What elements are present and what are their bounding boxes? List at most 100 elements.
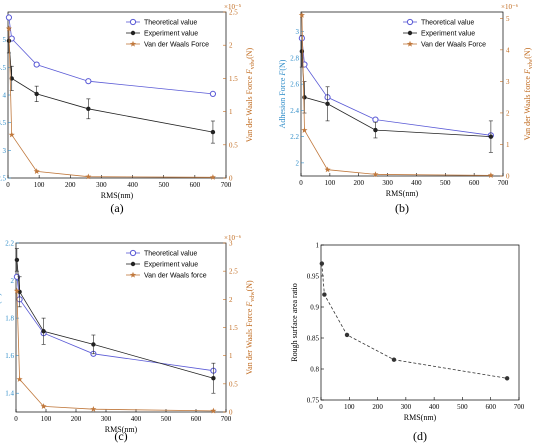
data-point bbox=[16, 376, 23, 382]
chart-b: 0 100 200 300 400 500 600 700 2 2.2 2.4 2.6 2.8 3 0 1 2 3… bbox=[278, 3, 534, 215]
panel-label: (c) bbox=[114, 429, 127, 443]
legend-entry: Experiment value bbox=[421, 31, 475, 38]
data-point bbox=[391, 357, 397, 362]
x-tick-label: 100 bbox=[344, 403, 355, 411]
x-tick-label: 500 bbox=[161, 415, 172, 423]
y2-tick-label: 2 bbox=[506, 109, 510, 117]
legend: Theoretical value Experiment value Van der… bbox=[403, 18, 486, 49]
data-point bbox=[5, 25, 12, 32]
data-point bbox=[209, 90, 217, 97]
data-point bbox=[40, 403, 47, 409]
x-tick-label: 400 bbox=[127, 181, 138, 189]
y2-multiplier: ×10⁻⁶ bbox=[501, 3, 519, 11]
x-tick-label: 200 bbox=[71, 415, 82, 423]
data-point bbox=[319, 261, 325, 266]
y2-tick-label: 0 bbox=[506, 173, 510, 181]
data-point bbox=[33, 61, 40, 68]
y-tick-label: 2.2 bbox=[290, 133, 299, 141]
x-tick-label: 500 bbox=[158, 181, 169, 189]
legend-marker bbox=[406, 18, 414, 26]
axis-label: Van der Waals Force Fvdw(N) bbox=[245, 47, 256, 142]
series-line bbox=[301, 51, 491, 137]
legend-entry: Experiment value bbox=[144, 262, 198, 269]
legend-marker bbox=[129, 271, 137, 278]
y2-tick-label: 1 bbox=[229, 108, 233, 116]
legend: Theoretical value Experiment value Van der… bbox=[126, 18, 209, 49]
y2-tick-label: 0 bbox=[229, 175, 233, 183]
x-axis-label: RMS(nm) bbox=[404, 413, 437, 422]
x-axis-label: RMS(nm) bbox=[105, 425, 138, 434]
x-tick-label: 700 bbox=[221, 415, 232, 423]
data-point bbox=[13, 287, 20, 294]
y-tick-label: 0.75 bbox=[307, 397, 320, 405]
data-point bbox=[301, 127, 308, 133]
axis-label: Van der Waals force Fvdw(N) bbox=[523, 47, 534, 140]
axis-label: Van der Waals Force Fvdw(N) bbox=[245, 280, 256, 375]
chart-c: 0 100 200 300 400 500 600 700 1.4 1.6 1.8 2 2.2 0 0.5 1… bbox=[0, 234, 256, 443]
data-point bbox=[91, 342, 96, 347]
data-point bbox=[488, 134, 494, 139]
data-point bbox=[210, 407, 217, 414]
y-tick-label: 0.9 bbox=[310, 304, 319, 312]
y-tick-label: 0.95 bbox=[307, 273, 320, 281]
panel-label: (b) bbox=[395, 201, 409, 215]
x-tick-label: 400 bbox=[131, 415, 142, 423]
x-tick-label: 200 bbox=[353, 179, 364, 187]
series-line bbox=[301, 38, 491, 136]
data-point bbox=[85, 78, 92, 85]
data-point bbox=[211, 376, 216, 381]
x-tick-label: 700 bbox=[221, 181, 232, 189]
data-point bbox=[14, 257, 20, 263]
data-point bbox=[34, 91, 39, 97]
y-tick-label: 1.4 bbox=[5, 390, 14, 398]
data-point bbox=[298, 11, 305, 18]
legend-marker bbox=[129, 40, 137, 47]
x-tick-label: 600 bbox=[469, 179, 480, 187]
data-point bbox=[210, 129, 216, 135]
y2-multiplier: ×10⁻⁵ bbox=[224, 3, 242, 11]
legend-entry: Theoretical value bbox=[144, 251, 197, 258]
x-tick-label: 0 bbox=[299, 179, 303, 187]
x-axis-label: RMS(nm) bbox=[101, 191, 134, 200]
data-point bbox=[209, 174, 216, 180]
x-tick-label: 400 bbox=[429, 403, 440, 411]
chart-a: 0 100 200 300 400 500 600 700 2.5 3 3.5 4 4.5 5 0 0.5 1 1… bbox=[0, 3, 256, 215]
data-point bbox=[325, 101, 330, 107]
data-point bbox=[5, 14, 13, 21]
legend-entry: Theoretical value bbox=[144, 20, 197, 27]
y2-tick-label: 1 bbox=[506, 141, 510, 149]
x-tick-label: 600 bbox=[191, 415, 202, 423]
legend-entry: Van der Waals Force bbox=[421, 42, 486, 49]
x-tick-label: 300 bbox=[96, 181, 107, 189]
y-tick-label: 3 bbox=[3, 147, 7, 155]
data-point bbox=[86, 106, 91, 112]
y-tick-label: 3.5 bbox=[0, 119, 7, 127]
legend: Theoretical value Experiment value Van der… bbox=[126, 249, 207, 280]
axis-label: Adhesion Force F(N) bbox=[278, 59, 287, 128]
panel-label: (d) bbox=[413, 429, 427, 443]
series-line bbox=[8, 17, 213, 95]
y2-tick-label: 2.5 bbox=[229, 9, 238, 17]
x-tick-label: 0 bbox=[6, 181, 10, 189]
data-point bbox=[302, 95, 307, 100]
panel-label: (a) bbox=[110, 201, 123, 215]
x-tick-label: 200 bbox=[65, 181, 76, 189]
y-tick-label: 0.8 bbox=[310, 366, 319, 374]
y-tick-label: 2.6 bbox=[290, 81, 299, 89]
y-tick-label: 1 bbox=[316, 242, 320, 250]
legend-marker bbox=[130, 261, 136, 267]
y-tick-label: 1.8 bbox=[5, 315, 14, 323]
y2-tick-label: 1 bbox=[229, 352, 233, 360]
x-tick-label: 0 bbox=[14, 415, 18, 423]
data-point bbox=[299, 49, 305, 54]
y2-tick-label: 0.5 bbox=[229, 141, 238, 149]
y2-tick-label: 1.5 bbox=[229, 324, 238, 332]
chart-d: 0 100 200 300 400 500 600 700 0.75 0.8 0.85 0.9 0.95… bbox=[290, 242, 525, 443]
data-point bbox=[372, 116, 379, 123]
y-tick-label: 2 bbox=[296, 159, 300, 167]
y2-tick-label: 3 bbox=[506, 78, 510, 86]
y-tick-label: 2.5 bbox=[0, 175, 7, 183]
data-point bbox=[487, 172, 494, 178]
y-tick-label: 0.85 bbox=[307, 335, 320, 343]
legend-entry: Van der Waals force bbox=[144, 273, 207, 280]
